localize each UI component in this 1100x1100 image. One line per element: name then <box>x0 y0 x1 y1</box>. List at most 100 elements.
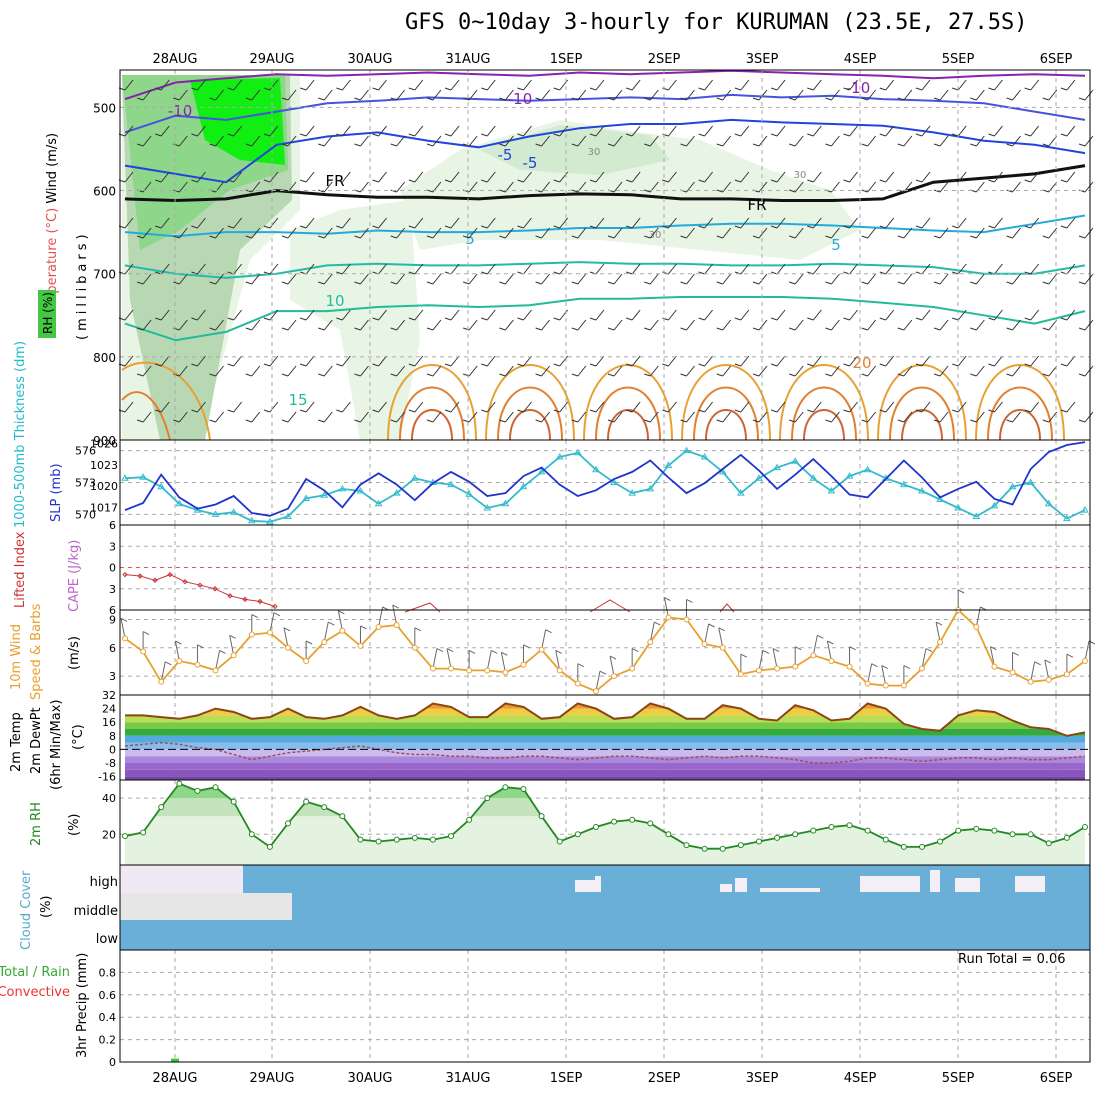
wind-barb <box>789 273 804 285</box>
data-point <box>357 836 364 843</box>
y-tick-label-left: 573 <box>75 477 96 490</box>
data-point <box>167 571 173 578</box>
data-point <box>646 484 655 492</box>
wind-barb <box>1024 401 1040 413</box>
wind-barb <box>227 355 243 367</box>
y-tick-label: 600 <box>93 185 116 199</box>
isotherm-warm <box>595 386 661 441</box>
wind-barb <box>318 89 333 101</box>
wind-barb <box>1006 319 1021 331</box>
wind-barb <box>481 263 496 275</box>
wind-barb <box>825 135 840 147</box>
date-label-bottom: 28AUG <box>152 1071 197 1086</box>
wind-barb <box>1060 401 1076 413</box>
wind-barb <box>770 309 786 321</box>
data-point <box>339 813 346 820</box>
temp-band <box>125 722 1085 729</box>
data-point <box>520 786 527 793</box>
wind-barb <box>589 79 605 91</box>
wind-barb <box>921 648 933 669</box>
data-point <box>864 680 871 687</box>
y-tick-label: 0.2 <box>99 1034 117 1047</box>
wind-barb <box>191 125 206 137</box>
data-point <box>592 688 599 695</box>
data-point <box>284 512 292 519</box>
data-point <box>828 658 835 664</box>
wind-barb <box>426 135 442 147</box>
wind-barb <box>209 273 224 285</box>
wind-barb <box>517 125 532 137</box>
wind-barb <box>734 125 750 137</box>
wind-barb <box>269 612 281 633</box>
wind-barb <box>444 401 460 413</box>
data-point <box>611 818 618 825</box>
wind-barb <box>752 89 768 101</box>
wind-barb <box>843 79 858 91</box>
wind-barb <box>952 401 967 413</box>
temp-band <box>125 742 1085 750</box>
wind-barb <box>227 171 243 183</box>
wind-barb <box>752 319 768 331</box>
data-point <box>918 665 925 672</box>
data-point <box>158 678 165 685</box>
y-tick-label: 0 <box>109 1056 116 1069</box>
wind-barb <box>1042 135 1058 147</box>
wind-barb <box>136 411 152 423</box>
wind-barb <box>535 135 550 147</box>
temp-band <box>125 735 1085 743</box>
data-point <box>193 506 202 513</box>
data-point <box>266 517 274 525</box>
data-point <box>248 631 255 638</box>
wind-barb <box>354 411 369 423</box>
wind-barb <box>390 135 406 147</box>
wind-barb <box>663 597 671 618</box>
wind-barb <box>607 135 623 147</box>
lifted-index-panel: 6 3 0 3 6 Lifted Index CAPE (J/kg) <box>13 519 1091 617</box>
wind-barb <box>136 227 152 239</box>
wind-barb <box>1042 227 1058 239</box>
wind-barb <box>1060 125 1076 137</box>
wind-barb <box>281 319 297 331</box>
data-point <box>937 639 944 646</box>
wind-barb <box>481 125 496 137</box>
data-point <box>809 474 818 481</box>
wind-barb <box>155 355 170 367</box>
wind-barb <box>517 355 532 367</box>
wind-barb <box>481 355 496 367</box>
data-point <box>755 474 763 481</box>
wind-barb <box>752 411 768 423</box>
data-point <box>537 467 546 475</box>
wind-barb <box>807 309 822 321</box>
wind-barb <box>426 365 442 377</box>
data-point <box>303 658 310 664</box>
data-point <box>197 582 203 588</box>
data-point <box>227 593 233 599</box>
data-point <box>1045 840 1052 847</box>
wind-barb <box>336 401 351 413</box>
data-point <box>792 831 799 838</box>
wind-barb <box>1024 125 1040 137</box>
y-tick-label: 6 <box>109 519 116 532</box>
y-tick-label: 0.6 <box>99 989 117 1002</box>
wind-barb <box>517 309 532 321</box>
wind-barb <box>644 411 659 423</box>
contour-label: 5 <box>465 230 475 248</box>
series-line <box>124 608 1086 693</box>
wind-barb <box>807 79 822 91</box>
isotherm-warm <box>999 409 1041 441</box>
y-tick-label: 0 <box>109 743 116 756</box>
wind-barb <box>408 79 424 91</box>
wind-barb <box>354 319 369 331</box>
isotherm-warm <box>121 391 171 441</box>
wind-barb <box>662 309 677 321</box>
wind-barb <box>535 319 550 331</box>
wind-barb <box>468 649 476 671</box>
series-line <box>125 702 1086 737</box>
data-point <box>538 646 545 653</box>
data-point <box>356 487 365 494</box>
wind-barb <box>589 401 605 413</box>
contour-label: FR <box>325 172 344 190</box>
wind-barb <box>577 663 585 684</box>
wind-barb <box>299 171 315 183</box>
wind-barb <box>626 355 641 367</box>
